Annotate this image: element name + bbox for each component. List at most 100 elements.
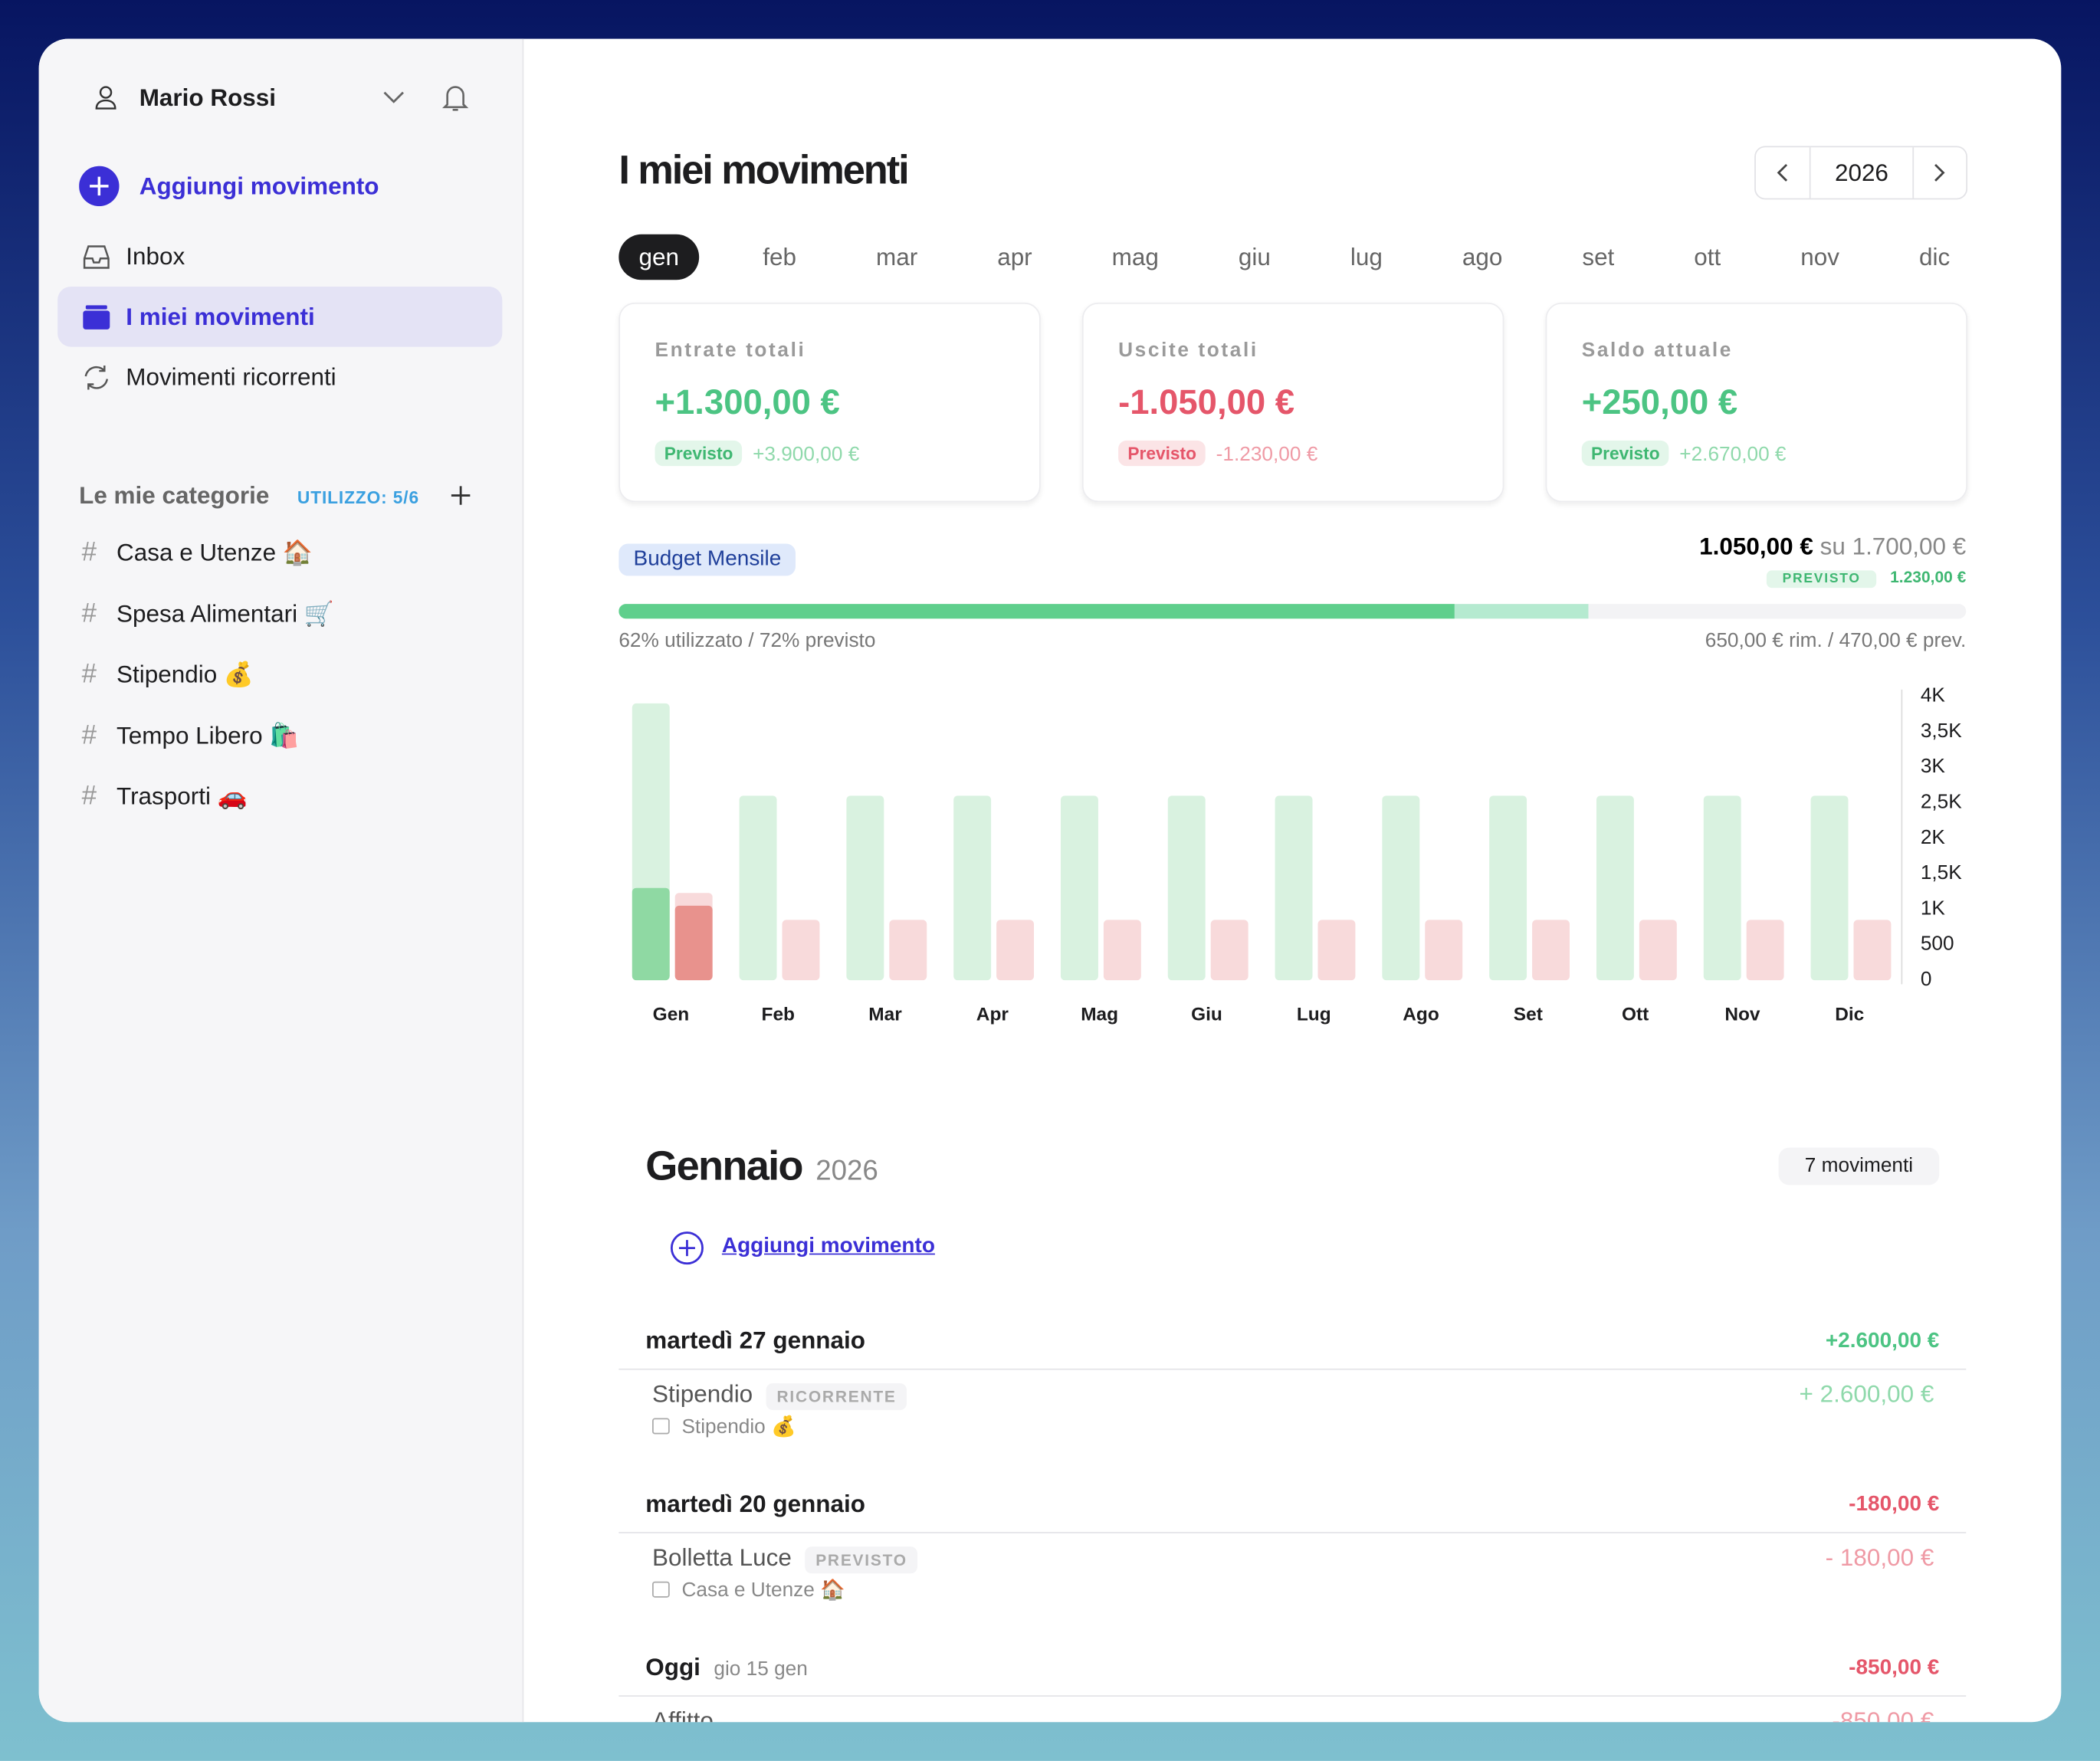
day-total: -180,00 € [1849, 1493, 1940, 1517]
divider [619, 1695, 1967, 1697]
x-tick-label: Lug [1297, 1005, 1331, 1025]
y-tick-label: 4K [1921, 684, 1946, 707]
month-tab[interactable]: dic [1919, 243, 1951, 271]
hash-icon: # [81, 781, 97, 812]
nav-selected-bg [57, 286, 503, 347]
user-icon [95, 86, 116, 110]
y-tick-label: 1K [1921, 896, 1946, 919]
item-category-icon [652, 1581, 670, 1598]
year-picker: 2026 [1754, 146, 1968, 200]
item-category: Casa e Utenze 🏠 [681, 1579, 845, 1602]
item-tag: PREVISTO [805, 1546, 918, 1574]
bar [1810, 795, 1849, 981]
month-tab[interactable]: giu [1238, 243, 1271, 271]
bar [1703, 795, 1741, 981]
day-title: martedì 20 gennaio [645, 1490, 865, 1517]
item-name[interactable]: Stipendio [652, 1380, 753, 1408]
add-icon[interactable] [79, 166, 120, 207]
item-amount: + 2.600,00 € [1799, 1380, 1934, 1408]
category[interactable]: Tempo Libero 🛍️ [116, 721, 300, 749]
y-tick-label: 3,5K [1921, 719, 1962, 742]
card-badge: Previsto [1581, 440, 1669, 467]
item-amount: - 180,00 € [1825, 1543, 1934, 1571]
summary-card: Uscite totali -1.050,00 € Previsto -1.230,0… [1081, 302, 1504, 503]
x-tick-label: Apr [976, 1005, 1009, 1025]
summary-card: Saldo attuale +250,00 € Previsto +2.670,00 … [1545, 302, 1968, 503]
month-tab[interactable]: lug [1350, 243, 1383, 271]
month-tab[interactable]: set [1582, 243, 1615, 271]
x-tick-label: Nov [1724, 1005, 1760, 1025]
month-tab[interactable]: mag [1111, 243, 1159, 271]
day-total: +2.600,00 € [1825, 1330, 1940, 1353]
progress-used [619, 604, 1455, 619]
section-title: Gennaio [645, 1142, 803, 1189]
year: 2026 [1809, 147, 1915, 198]
item-name[interactable]: Affitto [652, 1707, 714, 1723]
budget-label: Budget Mensile [619, 543, 796, 576]
category[interactable]: Spesa Alimentari 🛒 [116, 599, 334, 627]
bar [846, 795, 884, 981]
y-tick-label: 3K [1921, 754, 1946, 777]
bar [1639, 920, 1677, 981]
add-link[interactable]: Aggiungi movimento [721, 1235, 935, 1258]
bar [1317, 920, 1356, 981]
user-name[interactable]: Mario Rossi [139, 84, 277, 112]
day-title: Oggi [645, 1654, 701, 1681]
bar [1489, 795, 1527, 981]
sidebar: Mario Rossi Aggiungi movimento Inbox I m… [38, 38, 524, 1723]
movements-icon [83, 305, 110, 330]
inbox-icon [83, 245, 110, 269]
month-tab[interactable]: gen [619, 234, 700, 280]
card-label: Entrate totali [655, 339, 806, 362]
next-year[interactable] [1930, 162, 1948, 183]
nav-item[interactable]: I miei movimenti [126, 303, 315, 330]
bar [632, 887, 670, 981]
budget-total: 1.050,00 € su 1.700,00 € [1699, 533, 1966, 561]
bar [1596, 795, 1634, 981]
month-tab[interactable]: mar [876, 243, 918, 271]
bar [1853, 920, 1892, 981]
recurring-icon [84, 366, 109, 390]
category[interactable]: Trasporti 🚗 [116, 782, 248, 810]
bell[interactable] [441, 82, 470, 114]
budget-left: 62% utilizzato / 72% previsto [619, 629, 876, 653]
y-tick-label: 2K [1921, 825, 1946, 848]
x-tick-label: Mar [868, 1005, 902, 1025]
nav-item[interactable]: Inbox [126, 243, 185, 271]
card-badge: Previsto [1118, 440, 1206, 467]
budget-right: 650,00 € rim. / 470,00 € prev. [1705, 629, 1967, 653]
add-category[interactable] [448, 484, 472, 507]
chart: 0 500 1K 1,5K 2K 2,5K 3K 3,5K 4K Gen Feb Mar Apr Mag G… [632, 684, 1962, 1025]
month-tab[interactable]: apr [997, 243, 1032, 271]
x-tick-label: Set [1514, 1005, 1543, 1025]
divider [619, 1368, 1967, 1370]
category[interactable]: Stipendio 💰 [116, 661, 254, 688]
category[interactable]: Casa e Utenze 🏠 [116, 539, 313, 566]
hash-icon: # [81, 659, 97, 690]
month-tabs: gen feb mar apr mag giu lug ago set ott nov dic [619, 234, 1966, 280]
month-tab[interactable]: feb [763, 243, 797, 271]
divider [619, 1532, 1967, 1533]
chevron[interactable] [382, 90, 405, 106]
month-tab[interactable]: ago [1462, 243, 1503, 271]
month-tab[interactable]: nov [1800, 243, 1840, 271]
bar [1167, 795, 1206, 981]
nav-item[interactable]: Movimenti ricorrenti [126, 363, 336, 391]
bar [1275, 795, 1313, 981]
item-category: Stipendio 💰 [681, 1415, 796, 1438]
day-title: martedì 27 gennaio [645, 1326, 865, 1354]
day-total: -850,00 € [1849, 1656, 1940, 1680]
summary-card: Entrate totali +1.300,00 € Previsto +3.900,… [619, 302, 1041, 503]
hash-icon: # [81, 720, 97, 750]
month-tab[interactable]: ott [1694, 243, 1721, 271]
card-forecast: +2.670,00 € [1679, 443, 1787, 467]
section-year: 2026 [815, 1156, 878, 1187]
prev-year[interactable] [1774, 162, 1792, 183]
add-button[interactable]: Aggiungi movimento [139, 172, 379, 200]
item-name[interactable]: Bolletta Luce [652, 1543, 792, 1571]
x-tick-label: Ago [1403, 1005, 1439, 1025]
x-tick-label: Gen [653, 1005, 690, 1025]
add-icon[interactable] [670, 1231, 704, 1265]
usage: UTILIZZO: 5/6 [297, 487, 419, 508]
